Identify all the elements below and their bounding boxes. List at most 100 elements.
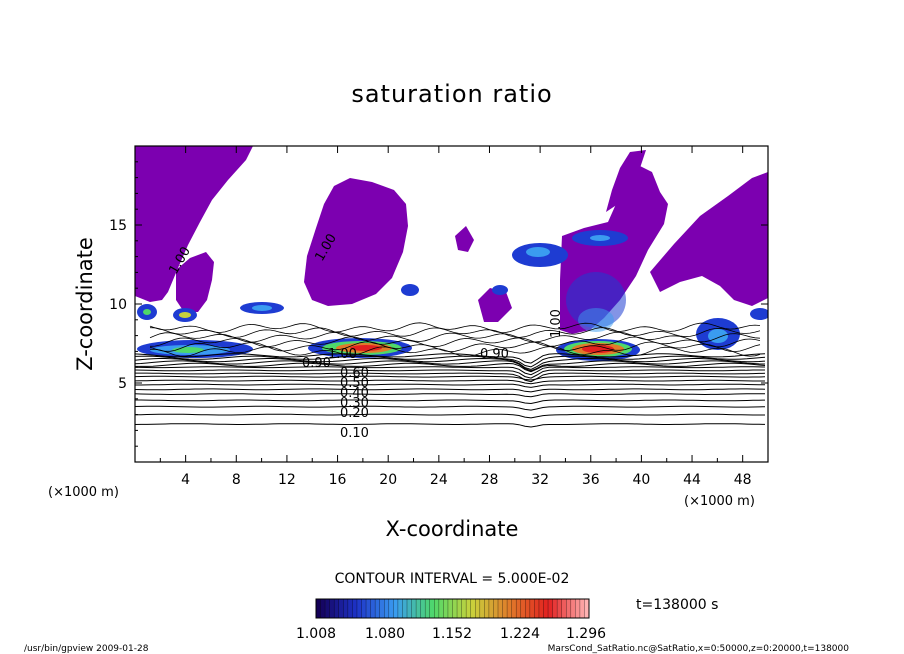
colorbar-segment — [548, 599, 553, 618]
colorbar-segment — [388, 599, 394, 618]
contour-line — [135, 413, 765, 419]
colorbar-tick-label: 1.296 — [566, 626, 606, 642]
saturated-region-mid — [478, 288, 512, 322]
colorbar-segment — [552, 599, 558, 618]
colorbar-segment — [370, 599, 376, 618]
x-tick-label: 32 — [531, 472, 549, 488]
colorbar-segment — [534, 599, 540, 618]
x-tick-label: 48 — [734, 472, 752, 488]
contour-label: 0.40 — [340, 386, 369, 401]
y-tick-label: 10 — [109, 297, 127, 313]
colorbar-segment — [498, 599, 503, 618]
x-axis-ticks: 4 8 12 16 20 24 28 32 36 40 44 48 — [159, 146, 752, 488]
x-tick-label: 24 — [430, 472, 448, 488]
cloud-plume-left — [137, 304, 253, 358]
colorbar-segment — [538, 599, 544, 618]
colorbar-segment — [334, 599, 340, 618]
colorbar-segment — [352, 599, 358, 618]
colorbar-segment — [511, 599, 517, 618]
colorbar-frame — [315, 598, 590, 619]
contour-line — [135, 366, 766, 376]
contour-label: 1.00 — [549, 309, 564, 338]
contour-line-wavy — [149, 331, 761, 343]
colorbar-segment — [543, 599, 549, 618]
contour-line — [135, 357, 766, 371]
colorbar-segment — [397, 599, 403, 618]
colorbar-tick-label: 1.080 — [365, 626, 405, 642]
x-tick-label: 40 — [632, 472, 650, 488]
colorbar-segment — [407, 599, 412, 618]
footer-left: /usr/bin/gpview 2009-01-28 — [24, 644, 149, 654]
x-axis-unit-left: (×1000 m) — [48, 485, 119, 500]
colorbar-segment — [366, 599, 371, 618]
colorbar-segment — [425, 599, 431, 618]
contour-line — [135, 405, 766, 411]
x-axis-unit-right: (×1000 m) — [684, 494, 755, 509]
saturated-region-far-right — [650, 172, 768, 306]
y-tick-label: 5 — [118, 376, 127, 392]
contour-line — [135, 399, 766, 405]
colorbar-tick-label: 1.008 — [296, 626, 336, 642]
contour-line — [135, 369, 765, 379]
colorbar-segment — [557, 599, 562, 618]
colorbar-segment — [384, 599, 390, 618]
colorbar-ticks: 1.008 1.080 1.152 1.224 1.296 — [296, 626, 606, 642]
colorbar-segment — [452, 599, 458, 618]
contour-line — [135, 383, 766, 388]
saturated-region-top-right — [606, 150, 646, 212]
colorbar-segment — [584, 599, 590, 618]
colorbar-segment — [520, 599, 526, 618]
colorbar-segment — [575, 599, 581, 618]
colorbar-segment — [375, 599, 380, 618]
colorbar-tick-label: 1.224 — [500, 626, 540, 642]
contour-label: 0.60 — [340, 366, 369, 381]
colorbar-tick-label: 1.152 — [432, 626, 472, 642]
colorbar-segment — [438, 599, 444, 618]
x-tick-label: 20 — [379, 472, 397, 488]
x-tick-label: 4 — [181, 472, 190, 488]
x-tick-label: 28 — [481, 472, 499, 488]
colorbar-segment — [325, 599, 330, 618]
colorbar-segment — [461, 599, 467, 618]
contour-line — [135, 353, 766, 364]
colorbar — [315, 599, 590, 618]
contour-line — [135, 388, 766, 393]
footer-right: MarsCond_SatRatio.nc@SatRatio,x=0:50000,… — [548, 644, 850, 654]
colorbar-segment — [470, 599, 476, 618]
x-tick-label: 12 — [278, 472, 296, 488]
y-axis-label: Z-coordinate — [73, 237, 97, 371]
colorbar-segment — [329, 599, 335, 618]
colorbar-segment — [338, 599, 344, 618]
colorbar-segment — [493, 599, 499, 618]
contour-line — [135, 362, 766, 373]
colorbar-segment — [479, 599, 485, 618]
plot-area — [135, 146, 768, 428]
colorbar-segment — [361, 599, 367, 618]
contour-line-wavy — [149, 322, 761, 334]
cloud-plume-upper-left — [240, 302, 284, 314]
cloud-plume-center — [308, 338, 412, 358]
colorbar-segment — [393, 599, 399, 618]
colorbar-segment — [561, 599, 567, 618]
colorbar-segment — [579, 599, 585, 618]
contour-label: 0.90 — [302, 356, 331, 371]
contour-line — [135, 355, 766, 368]
saturated-region-left — [135, 146, 253, 302]
colorbar-segment — [320, 599, 326, 618]
contour-line-wavy — [149, 336, 761, 348]
colorbar-segment — [434, 599, 440, 618]
x-axis-label: X-coordinate — [386, 517, 519, 541]
x-tick-label: 8 — [232, 472, 241, 488]
colorbar-segment — [343, 599, 349, 618]
colorbar-segment — [457, 599, 462, 618]
contour-line — [135, 379, 765, 385]
colorbar-segment — [516, 599, 522, 618]
contour-line-wavy — [149, 346, 761, 357]
saturated-region-center — [304, 178, 408, 306]
contour-label: 0.90 — [480, 347, 509, 362]
y-tick-label: 15 — [109, 218, 127, 234]
colorbar-segment — [347, 599, 353, 618]
colorbar-segment — [420, 599, 426, 618]
contour-line — [135, 393, 765, 398]
contour-label: 0.30 — [340, 396, 369, 411]
